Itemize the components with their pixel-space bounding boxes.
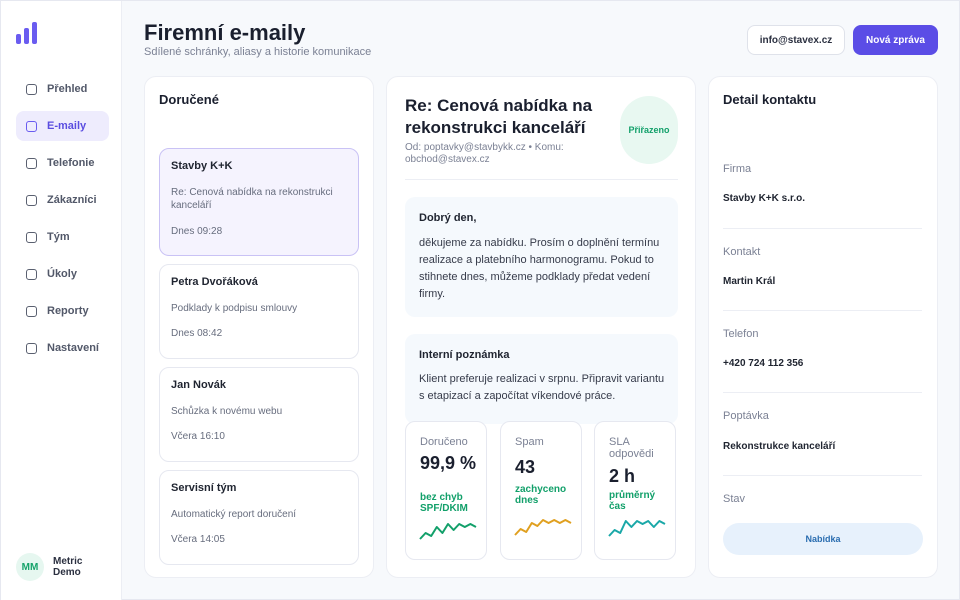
stat-card-sla: SLA odpovědi 2 h průměrný čas xyxy=(594,421,676,560)
sidebar-item-reporty[interactable]: Reporty xyxy=(16,296,109,326)
sidebar: Přehled E-maily Telefonie Zákazníci Tým … xyxy=(1,1,122,600)
message-body: Dobrý den, děkujeme za nabídku. Prosím o… xyxy=(405,197,678,317)
checkbox-icon xyxy=(26,120,37,132)
field-label-request: Poptávka xyxy=(723,410,769,422)
inbox-title: Doručené xyxy=(159,92,219,107)
mailbox-select-button[interactable]: info@stavex.cz xyxy=(747,25,845,55)
message-time: Dnes 09:28 xyxy=(171,226,223,237)
list-item[interactable]: Servisní tým Automatický report doručení… xyxy=(159,470,359,565)
divider xyxy=(723,310,922,311)
message-time: Včera 14:05 xyxy=(171,534,225,545)
checkbox-icon xyxy=(26,231,37,243)
note-title: Interní poznámka xyxy=(419,349,510,361)
stat-value: 99,9 % xyxy=(420,453,477,473)
field-value-request: Rekonstrukce kanceláří xyxy=(723,441,836,452)
checkbox-icon xyxy=(26,83,37,95)
sidebar-item-label: Úkoly xyxy=(47,268,77,280)
field-label-phone: Telefon xyxy=(723,328,759,340)
message-sender: Petra Dvořáková xyxy=(171,276,258,288)
sidebar-item-label: Telefonie xyxy=(47,157,95,169)
message-time: Včera 16:10 xyxy=(171,431,225,442)
sidebar-item-label: Tým xyxy=(47,231,70,243)
stat-label: SLA odpovědi xyxy=(609,436,654,460)
inbox-panel: Doručené Stavby K+K Re: Cenová nabídka n… xyxy=(144,76,374,578)
contact-title: Detail kontaktu xyxy=(723,92,817,107)
sidebar-item-label: Přehled xyxy=(47,83,88,95)
message-greeting: Dobrý den, xyxy=(419,212,477,224)
sparkline-chart xyxy=(514,519,572,536)
sidebar-item-label: Nastavení xyxy=(47,342,99,354)
list-item[interactable]: Stavby K+K Re: Cenová nabídka na rekonst… xyxy=(159,148,359,256)
list-item[interactable]: Petra Dvořáková Podklady k podpisu smlou… xyxy=(159,264,359,359)
page-title: Firemní e-maily xyxy=(144,20,306,45)
sidebar-item-label: Reporty xyxy=(47,305,89,317)
checkbox-icon xyxy=(26,342,37,354)
message-subject: Podklady k podpisu smlouvy xyxy=(171,303,298,314)
sidebar-item-label: E-maily xyxy=(47,120,87,132)
field-label-contact: Kontakt xyxy=(723,246,761,258)
new-message-button[interactable]: Nová zpráva xyxy=(853,25,938,55)
user-profile[interactable]: MM Metric Demo xyxy=(16,553,93,581)
sidebar-item-prehled[interactable]: Přehled xyxy=(16,74,109,104)
status-badge[interactable]: Nabídka xyxy=(723,523,923,555)
message-title: Re: Cenová nabídka na rekonstrukci kance… xyxy=(405,96,593,137)
stat-card-delivered: Doručeno 99,9 % bez chyb SPF/DKIM xyxy=(405,421,487,560)
sparkline-chart xyxy=(608,520,666,537)
message-subject: Re: Cenová nabídka na rekonstrukci kance… xyxy=(171,187,333,211)
stat-card-spam: Spam 43 zachyceno dnes xyxy=(500,421,582,560)
sidebar-item-nastaveni[interactable]: Nastavení xyxy=(16,333,109,363)
message-sender: Stavby K+K xyxy=(171,160,233,172)
message-subject: Automatický report doručení xyxy=(171,509,297,520)
sparkline-chart xyxy=(419,523,477,540)
checkbox-icon xyxy=(26,194,37,206)
sidebar-item-zakaznici[interactable]: Zákazníci xyxy=(16,185,109,215)
contact-panel: Detail kontaktu Firma Stavby K+K s.r.o. … xyxy=(708,76,938,578)
sidebar-item-tym[interactable]: Tým xyxy=(16,222,109,252)
sidebar-item-emaily[interactable]: E-maily xyxy=(16,111,109,141)
page-subtitle: Sdílené schránky, aliasy a historie komu… xyxy=(144,46,372,58)
note-text: Klient preferuje realizaci v srpnu. Přip… xyxy=(419,373,665,402)
avatar: MM xyxy=(16,553,44,581)
sparkline-line xyxy=(608,520,666,537)
checkbox-icon xyxy=(26,157,37,169)
internal-note: Interní poznámka Klient preferuje realiz… xyxy=(405,334,678,424)
sidebar-item-ukoly[interactable]: Úkoly xyxy=(16,259,109,289)
stat-value: 43 xyxy=(515,457,536,477)
sparkline-line xyxy=(419,523,477,540)
stat-subtext: průměrný čas xyxy=(609,490,656,512)
checkbox-icon xyxy=(26,268,37,280)
sidebar-item-label: Zákazníci xyxy=(47,194,97,206)
message-sender: Servisní tým xyxy=(171,482,237,494)
field-value-contact: Martin Král xyxy=(723,276,776,287)
stat-subtext: bez chyb SPF/DKIM xyxy=(420,492,468,514)
stat-subtext: zachyceno dnes xyxy=(515,484,567,506)
message-time: Dnes 08:42 xyxy=(171,328,223,339)
user-name: Metric Demo xyxy=(53,556,83,578)
message-sender: Jan Novák xyxy=(171,379,227,391)
stat-label: Doručeno xyxy=(420,436,468,448)
message-subject: Schůzka k novému webu xyxy=(171,406,283,417)
bar-chart-icon[interactable] xyxy=(16,22,38,44)
divider xyxy=(405,179,678,180)
field-label-status: Stav xyxy=(723,493,746,505)
field-label-company: Firma xyxy=(723,163,752,175)
divider xyxy=(723,475,922,476)
stat-label: Spam xyxy=(515,436,544,448)
sparkline-line xyxy=(514,519,572,536)
sidebar-nav: Přehled E-maily Telefonie Zákazníci Tým … xyxy=(16,74,109,370)
stat-value: 2 h xyxy=(609,466,636,486)
checkbox-icon xyxy=(26,305,37,317)
message-text: děkujeme za nabídku. Prosím o doplnění t… xyxy=(419,237,660,300)
message-meta: Od: poptavky@stavbykk.cz • Komu: obchod@… xyxy=(405,142,564,165)
divider xyxy=(723,228,922,229)
sidebar-item-telefonie[interactable]: Telefonie xyxy=(16,148,109,178)
list-item[interactable]: Jan Novák Schůzka k novému webu Včera 16… xyxy=(159,367,359,462)
status-badge: Přiřazeno xyxy=(620,96,678,164)
field-value-phone[interactable]: +420 724 112 356 xyxy=(723,358,804,369)
divider xyxy=(723,392,922,393)
field-value-company: Stavby K+K s.r.o. xyxy=(723,193,805,204)
message-detail-panel: Re: Cenová nabídka na rekonstrukci kance… xyxy=(386,76,696,578)
